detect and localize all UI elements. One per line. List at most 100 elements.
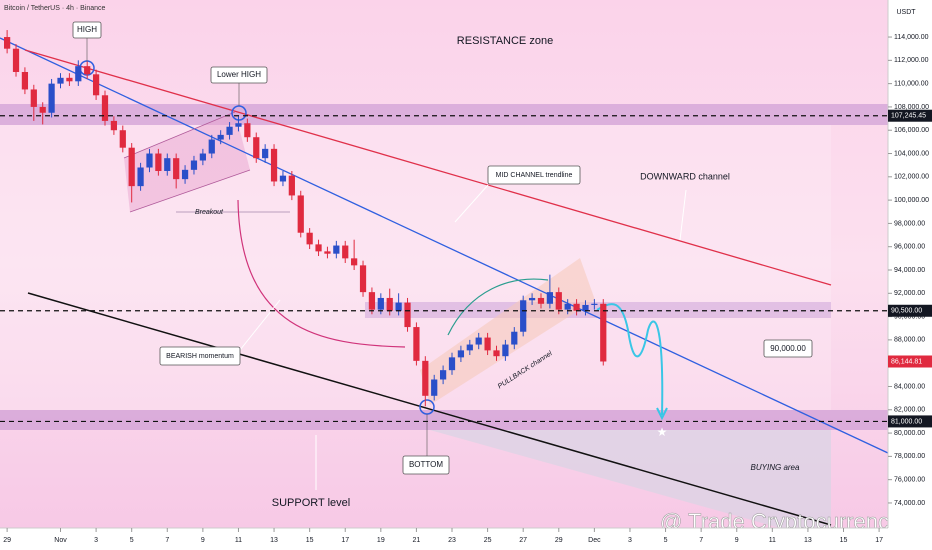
x-tick-label: 29 — [3, 537, 11, 544]
candle-body — [502, 344, 509, 357]
candle-body — [537, 297, 545, 304]
support-trendline — [27, 292, 832, 526]
y-tick-label: 74,000.00 — [894, 500, 925, 507]
y-axis — [888, 0, 932, 550]
annotation: HIGH — [77, 25, 97, 34]
x-tick-label: 7 — [699, 537, 703, 544]
candle-body — [226, 126, 233, 135]
last-price-label: 86,144.81 — [891, 358, 922, 365]
x-tick-label: 27 — [519, 537, 527, 544]
candle-body — [173, 158, 180, 180]
y-tick-label: 104,000.00 — [894, 150, 929, 157]
candle-body — [199, 153, 206, 161]
candle-body — [431, 379, 438, 396]
chart-title: Bitcoin / TetherUS · 4h · Binance — [4, 5, 106, 12]
annotation: BEARISH momentum — [166, 353, 234, 360]
candle-body — [315, 244, 322, 252]
x-tick-label: 15 — [840, 537, 848, 544]
x-tick-label: 3 — [94, 537, 98, 544]
candle-body — [137, 167, 144, 187]
candle-body — [30, 89, 37, 107]
candle-body — [351, 258, 358, 266]
candle-body — [21, 71, 29, 90]
y-tick-label: 112,000.00 — [894, 57, 929, 64]
candle-body — [395, 302, 402, 311]
y-tick-label: 92,000.00 — [894, 290, 925, 297]
x-tick-label: 13 — [270, 537, 278, 544]
annotation: RESISTANCE zone — [457, 35, 553, 47]
label-box — [487, 165, 581, 185]
candle-body — [253, 137, 260, 159]
candles — [4, 30, 607, 407]
label-box — [159, 346, 241, 366]
x-tick-label: 21 — [413, 537, 421, 544]
annotation: BUYING area — [751, 463, 800, 472]
candle-body — [520, 300, 527, 332]
y-tick-label: 88,000.00 — [894, 337, 925, 344]
x-tick-label: 5 — [664, 537, 668, 544]
resistance-zone — [0, 104, 888, 125]
candle-body — [4, 37, 11, 49]
star: ★ — [657, 425, 668, 439]
annotation: 90,000.00 — [770, 344, 806, 353]
candle-body — [244, 123, 251, 138]
candle-body — [484, 337, 491, 351]
candle-body — [101, 95, 109, 121]
candle-body — [422, 360, 429, 396]
candle-body — [555, 292, 562, 310]
annotation: DOWNWARD channel — [640, 171, 730, 181]
candle-body — [404, 302, 411, 328]
y-tick-label: 100,000.00 — [894, 197, 929, 204]
x-tick-label: 7 — [165, 537, 169, 544]
candle-body — [448, 357, 456, 371]
candle-body — [208, 139, 215, 154]
candle-body — [582, 304, 589, 311]
annotation: Lower HIGH — [217, 70, 261, 79]
candle-body — [270, 148, 278, 182]
level-label-box — [888, 109, 932, 122]
candle-body — [288, 175, 295, 196]
label-box — [763, 339, 813, 358]
x-tick-label: 3 — [628, 537, 632, 544]
candle-body — [475, 337, 482, 345]
buying-area — [430, 430, 831, 528]
candle-body — [377, 297, 384, 310]
candle-body — [75, 66, 82, 82]
currency-label: USDT — [896, 9, 916, 16]
candle-body — [413, 327, 420, 361]
candle-body — [84, 66, 91, 75]
level-label: 90,500.00 — [891, 308, 922, 315]
candle-body — [190, 160, 198, 170]
candle-body — [591, 303, 598, 305]
candle-body — [386, 297, 393, 311]
callout-line — [679, 189, 687, 241]
candle-body — [511, 331, 518, 345]
y-tick-label: 90,000.00 — [894, 313, 925, 320]
level-label-box — [888, 415, 932, 428]
candle-body — [12, 48, 20, 72]
y-tick-label: 106,000.00 — [894, 127, 929, 134]
y-tick-label: 76,000.00 — [894, 477, 925, 484]
x-tick-label: 11 — [769, 537, 776, 544]
label-box — [72, 21, 102, 39]
level-label-box — [888, 304, 932, 317]
candle-body — [564, 303, 571, 310]
annotation: Breakout — [195, 209, 224, 216]
flag-line — [129, 169, 251, 213]
y-tick-label: 114,000.00 — [894, 34, 929, 41]
y-tick-label: 94,000.00 — [894, 267, 925, 274]
candle-body — [110, 120, 118, 131]
x-tick-label: 11 — [235, 537, 242, 544]
x-tick-label: 5 — [130, 537, 134, 544]
candle-body — [333, 245, 340, 254]
y-tick-label: 102,000.00 — [894, 174, 929, 181]
x-tick-label: Dec — [588, 537, 601, 544]
label-box — [402, 455, 450, 475]
candle-body — [342, 245, 349, 259]
candle-body — [324, 251, 331, 254]
x-tick-label: 23 — [448, 537, 456, 544]
candle-body — [48, 83, 55, 113]
candle-body — [119, 130, 126, 148]
pullback-arrow — [447, 278, 549, 336]
